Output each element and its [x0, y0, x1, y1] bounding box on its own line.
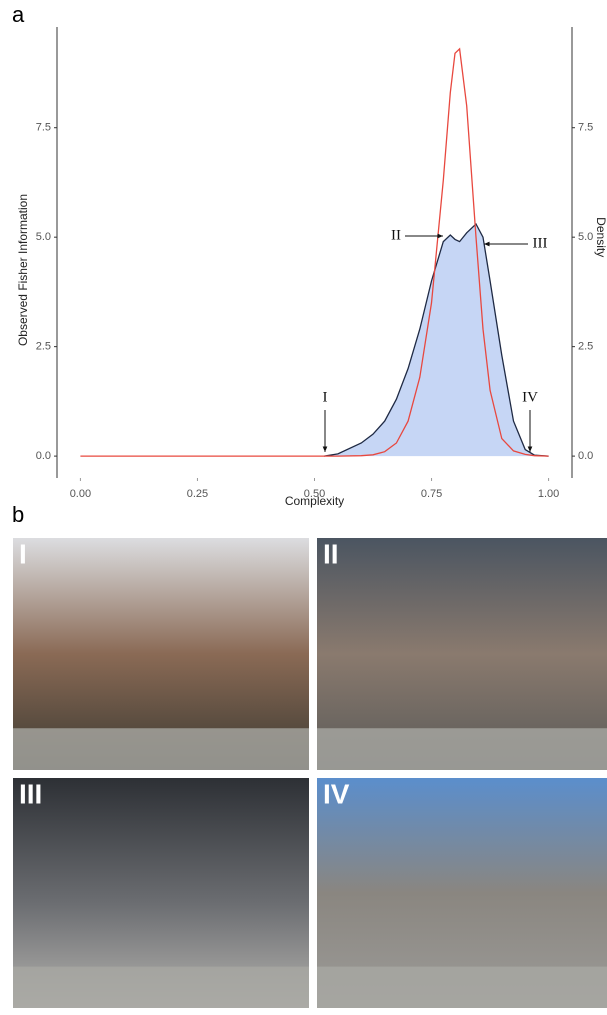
arrow-head [437, 234, 443, 239]
panel-label: b [12, 502, 24, 527]
photo-label: IV [323, 778, 350, 809]
y-tick-label: 5.0 [36, 231, 51, 243]
photo-label: III [19, 778, 42, 809]
photo-label: I [19, 538, 27, 569]
x-tick-label: 1.00 [538, 488, 559, 500]
street [13, 728, 309, 770]
x-axis-label: Complexity [285, 494, 344, 508]
x-tick-label: 0.75 [421, 488, 442, 500]
y-axis-label: Observed Fisher Information [16, 194, 30, 346]
y-tick-label: 7.5 [36, 122, 51, 134]
y2-tick-label: 2.5 [578, 341, 593, 353]
street [317, 967, 607, 1008]
figure: a b IIIIIIIV 0.000.250.500.751.000.02.55… [0, 0, 607, 1010]
y2-tick-label: 0.0 [578, 450, 593, 462]
page: {"panel_a":"a","panel_b":"b", "chart_dat… [0, 0, 607, 1015]
y2-tick-label: 7.5 [578, 122, 593, 134]
y-tick-label: 0.0 [36, 450, 51, 462]
street [13, 967, 309, 1008]
x-tick-label: 0.25 [187, 488, 208, 500]
y2-tick-label: 5.0 [578, 231, 593, 243]
y2-axis-label: Density [594, 217, 607, 257]
arrow-head [323, 446, 328, 452]
annotation: I [323, 389, 328, 405]
x-tick-label: 0.00 [70, 488, 91, 500]
y-tick-label: 2.5 [36, 341, 51, 353]
street [317, 728, 607, 770]
annotation: III [533, 235, 548, 251]
annotation: IV [522, 389, 538, 405]
panel-label: a [12, 2, 25, 27]
photo-label: II [323, 538, 339, 569]
annotation: II [391, 227, 401, 243]
